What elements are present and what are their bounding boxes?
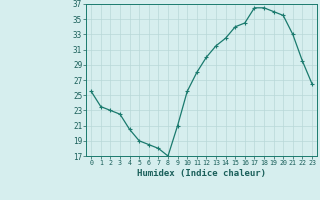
X-axis label: Humidex (Indice chaleur): Humidex (Indice chaleur) xyxy=(137,169,266,178)
